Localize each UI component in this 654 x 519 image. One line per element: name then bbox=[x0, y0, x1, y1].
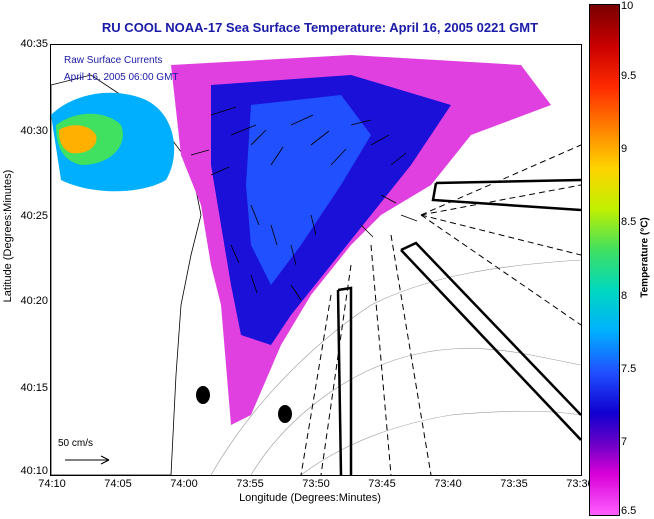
station-marker[interactable] bbox=[196, 386, 210, 404]
bathymetry-contour bbox=[210, 259, 581, 475]
currents-legend-label: Raw Surface Currents bbox=[64, 55, 163, 66]
y-tick-label: 40:30 bbox=[20, 125, 48, 137]
bathymetry-contour bbox=[250, 348, 581, 475]
colorbar-tick-label: 9 bbox=[621, 143, 628, 155]
x-tick-label: 73:45 bbox=[368, 478, 396, 490]
colorbar-tick-label: 7 bbox=[621, 436, 628, 448]
colorbar-tick-label: 7.5 bbox=[621, 363, 637, 375]
y-tick-label: 40:35 bbox=[20, 38, 48, 50]
map-title: RU COOL NOAA-17 Sea Surface Temperature:… bbox=[101, 20, 539, 35]
x-tick-label: 73:55 bbox=[236, 478, 264, 490]
scale-arrow-head bbox=[100, 455, 110, 465]
currents-legend-time: April 16, 2005 06:00 GMT bbox=[64, 72, 179, 83]
colorbar-tick-label: 8.5 bbox=[621, 216, 637, 228]
map-plot-area[interactable] bbox=[50, 44, 582, 476]
colorbar-tick-label: 9.5 bbox=[621, 70, 637, 82]
scale-label: 50 cm/s bbox=[58, 438, 94, 449]
radar-sectors bbox=[336, 178, 581, 475]
radar-range-lines bbox=[300, 144, 581, 475]
x-tick-label: 74:10 bbox=[38, 478, 66, 490]
colorbar-label-box: Temperature (°C) bbox=[638, 160, 652, 360]
y-tick-label: 40:15 bbox=[20, 382, 48, 394]
y-axis-label-box: Latitude (Degrees:Minutes) bbox=[0, 130, 14, 350]
station-marker[interactable] bbox=[278, 405, 292, 423]
current-vectors bbox=[190, 106, 418, 301]
y-axis-label: Latitude (Degrees:Minutes) bbox=[2, 169, 14, 303]
x-tick-label: 73:30 bbox=[566, 478, 594, 490]
x-tick-label: 74:00 bbox=[170, 478, 198, 490]
x-axis-label: Longitude (Degrees:Minutes) bbox=[239, 492, 381, 504]
colorbar-tick-label: 6.5 bbox=[621, 505, 637, 517]
x-tick-label: 73:50 bbox=[302, 478, 330, 490]
colorbar-tick-label: 8 bbox=[621, 290, 628, 302]
x-tick-label: 73:35 bbox=[500, 478, 528, 490]
bathymetry-contour bbox=[300, 410, 581, 475]
colorbar-label: Temperature (°C) bbox=[639, 217, 651, 298]
y-tick-label: 40:25 bbox=[20, 210, 48, 222]
x-tick-label: 74:05 bbox=[104, 478, 132, 490]
sst-blue-inner bbox=[246, 95, 371, 285]
sst-warm-patch bbox=[59, 125, 97, 154]
y-tick-label: 40:20 bbox=[20, 295, 48, 307]
sst-map bbox=[51, 55, 581, 475]
colorbar-tick-label: 10 bbox=[621, 0, 634, 12]
x-tick-label: 73:40 bbox=[434, 478, 462, 490]
temperature-colorbar bbox=[589, 4, 620, 516]
y-tick-label: 40:10 bbox=[20, 465, 48, 477]
